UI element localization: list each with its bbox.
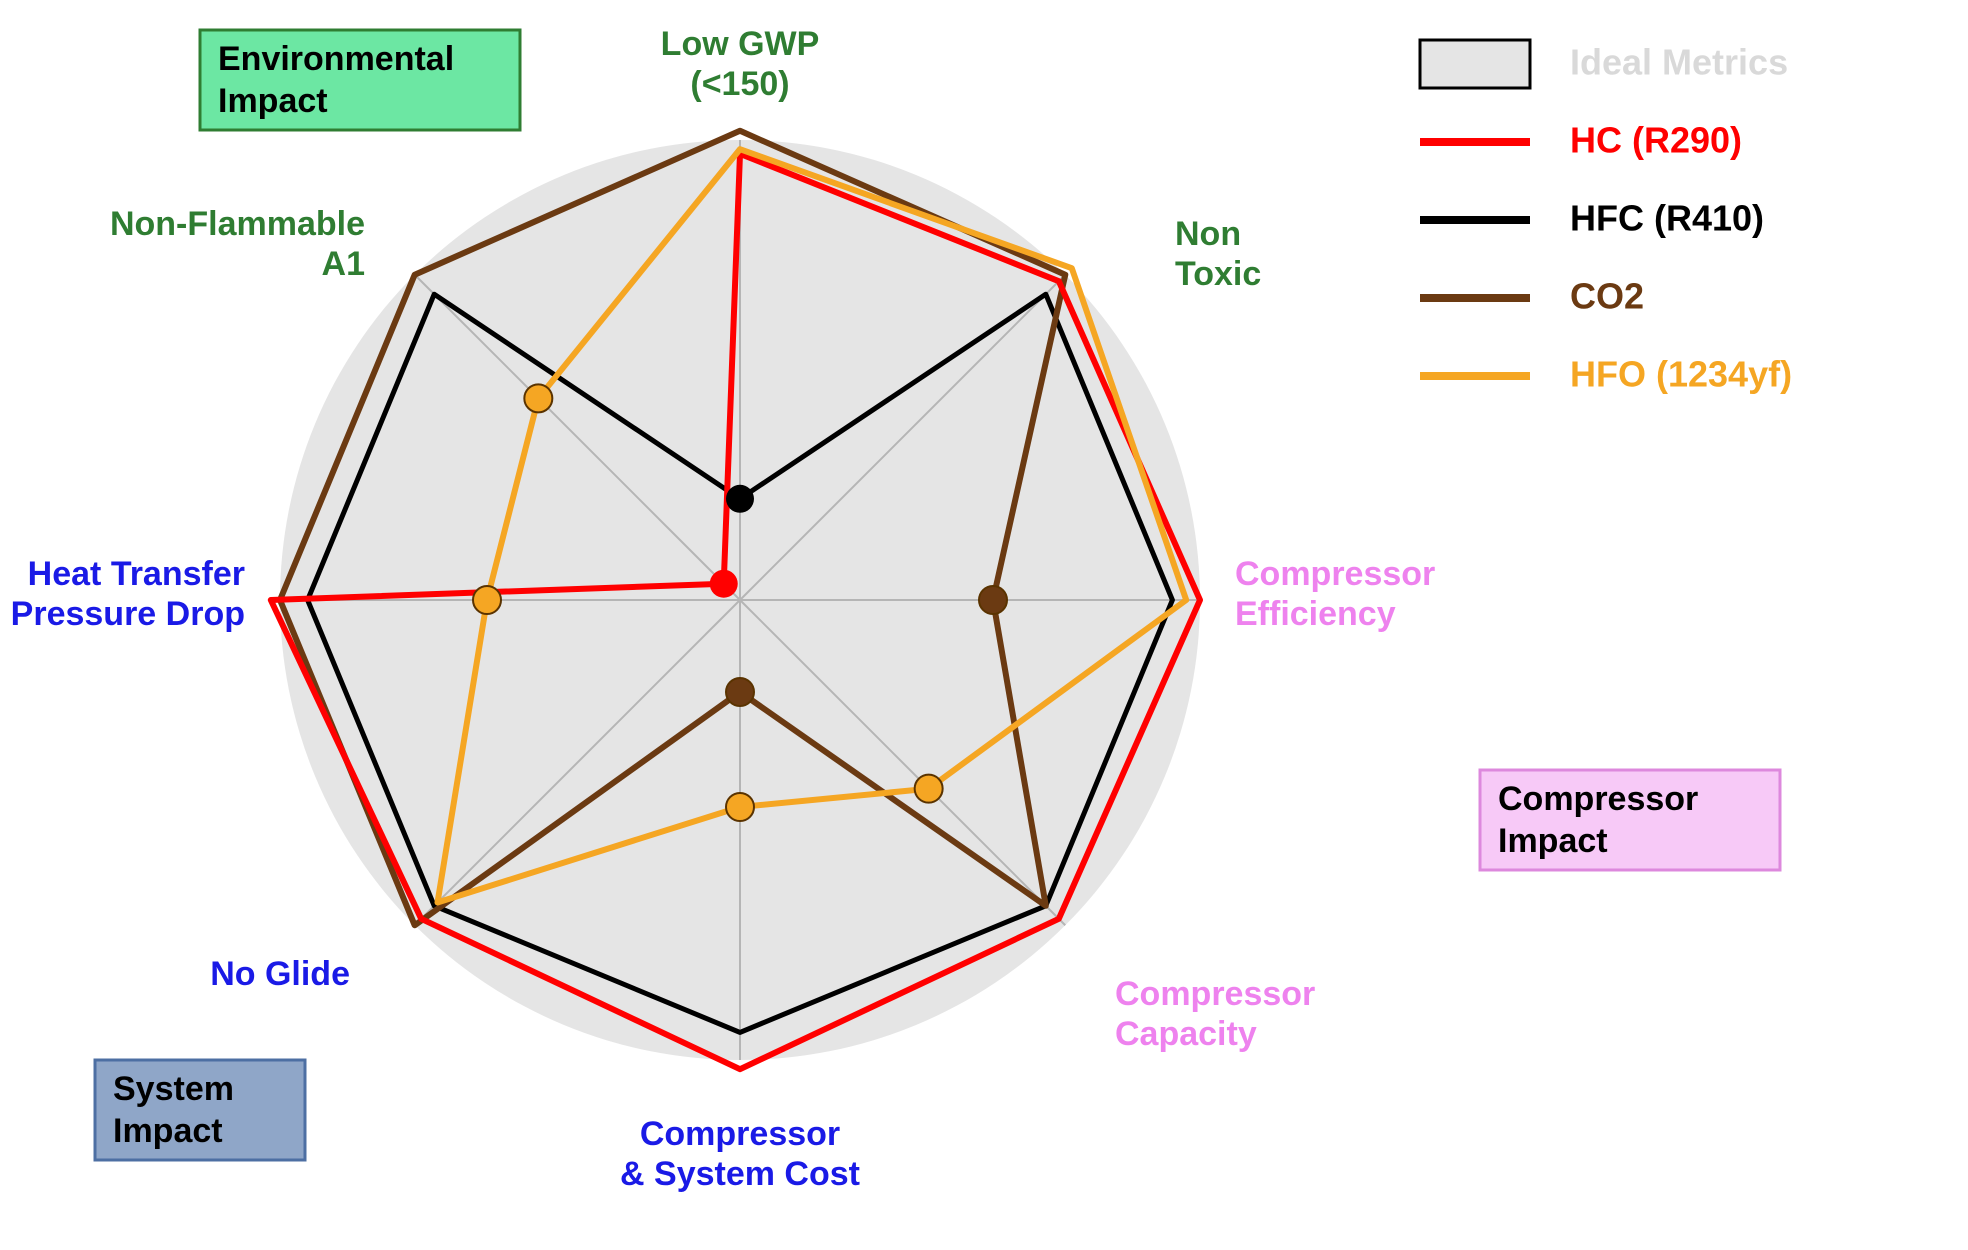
axis-label-ht_pd: Heat TransferPressure Drop xyxy=(11,555,245,633)
radar-chart: Low GWP(<150) NonToxic CompressorEfficienc… xyxy=(0,0,1968,1250)
axis-label-non_flam: Non-FlammableA1 xyxy=(110,205,365,283)
marker-hc-r290- xyxy=(710,570,738,598)
axis-label-comp_eff: CompressorEfficiency xyxy=(1235,555,1435,633)
axis-label-non_toxic: NonToxic xyxy=(1175,215,1261,293)
axis-label-no_glide: No Glide xyxy=(210,955,350,993)
axis-label-comp_cap: CompressorCapacity xyxy=(1115,975,1315,1053)
marker-hfc-r410- xyxy=(726,485,754,513)
legend-label: Ideal Metrics xyxy=(1570,42,1788,83)
legend-label: CO2 xyxy=(1570,276,1644,317)
legend-swatch xyxy=(1420,40,1530,88)
axis-label-low_gwp: Low GWP(<150) xyxy=(661,25,820,103)
axis-label-cost: Compressor& System Cost xyxy=(620,1115,860,1193)
legend-label: HC (R290) xyxy=(1570,120,1742,161)
legend-label: HFC (R410) xyxy=(1570,198,1764,239)
legend-label: HFO (1234yf) xyxy=(1570,354,1792,395)
